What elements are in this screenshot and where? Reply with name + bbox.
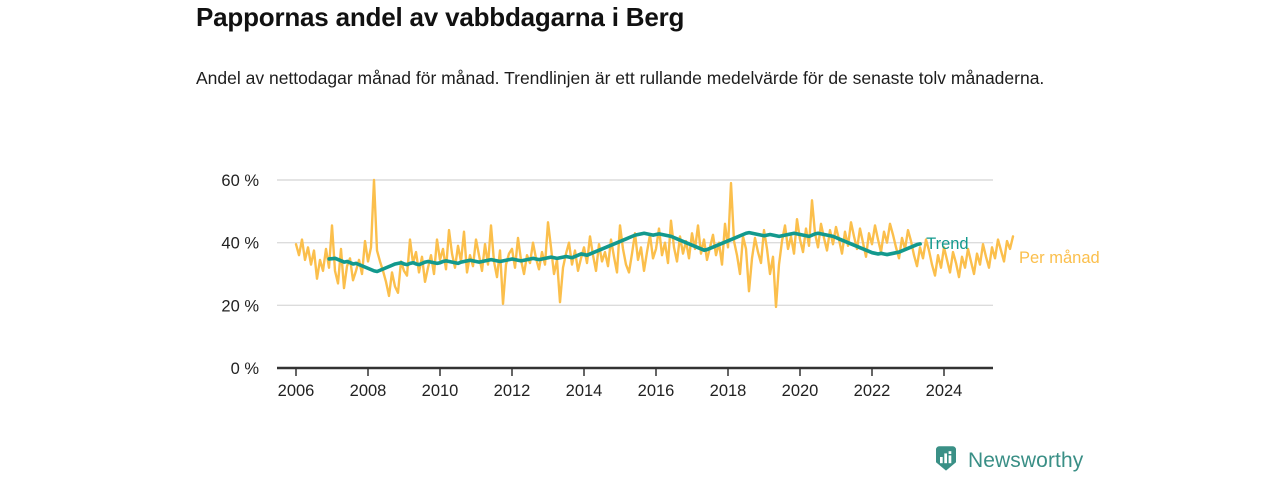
y-axis-tick-label: 20 %	[221, 297, 259, 315]
chart-subtitle: Andel av nettodagar månad för månad. Tre…	[196, 68, 1045, 88]
brand-name: Newsworthy	[968, 449, 1084, 472]
brand-footer: Newsworthy	[933, 445, 1084, 478]
y-axis-tick-labels: 0 % 20 % 40 % 60 %	[221, 172, 259, 378]
series-line-trend	[327, 230, 922, 274]
newsworthy-badge-icon	[933, 445, 959, 478]
x-axis-tick-label: 2006	[278, 382, 315, 400]
page-title: Pappornas andel av vabbdagarna i Berg	[196, 2, 685, 32]
legend-label-per-manad: Per månad	[1019, 249, 1100, 267]
series-line-per-manad	[294, 178, 1015, 309]
x-axis-tick-label: 2018	[710, 382, 747, 400]
x-axis-tick-label: 2016	[638, 382, 675, 400]
x-axis-tick-labels: 2006 2008 2010 2012 2014 2016 2018 2020 2022 2024	[278, 382, 963, 400]
legend-label-trend: Trend	[926, 235, 969, 253]
x-axis-tick-label: 2022	[854, 382, 891, 400]
y-axis-tick-label: 40 %	[221, 235, 259, 253]
x-axis-tick-label: 2020	[782, 382, 819, 400]
y-axis-tick-label: 0 %	[231, 360, 260, 378]
x-axis-tick-label: 2010	[422, 382, 459, 400]
x-axis-tick-label: 2014	[566, 382, 603, 400]
x-axis-tick-label: 2024	[926, 382, 963, 400]
x-axis-tick-label: 2012	[494, 382, 531, 400]
y-axis-tick-label: 60 %	[221, 172, 259, 190]
newsworthy-logo-svg	[936, 445, 956, 471]
x-axis	[277, 366, 993, 376]
x-axis-tick-label: 2008	[350, 382, 387, 400]
